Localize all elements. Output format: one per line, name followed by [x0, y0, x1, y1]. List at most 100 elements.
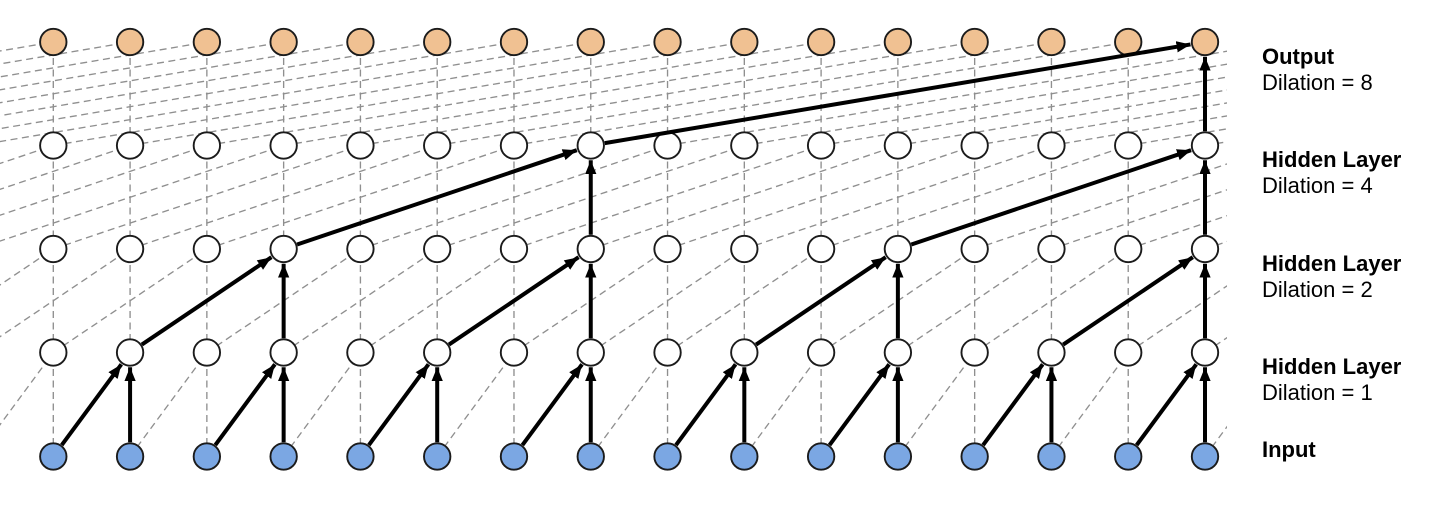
- dashed-edge: [1204, 425, 1227, 457]
- node-hidden-2-15: [1190, 234, 1220, 264]
- dashed-edge: [590, 144, 899, 250]
- dashed-edge: [1051, 115, 1227, 147]
- dashed-edge: [0, 144, 131, 191]
- node-hidden-2-8: [653, 234, 682, 264]
- solid-arrow-hidden-1-12-13: [981, 363, 1045, 447]
- dashed-edge: [53, 41, 668, 147]
- node-hidden-4-5: [423, 131, 452, 160]
- node-output-4: [346, 27, 375, 57]
- dashed-edge: [360, 41, 975, 147]
- dashed-edge: [0, 41, 207, 78]
- node-hidden-1-11: [883, 338, 913, 367]
- node-hidden-4-10: [806, 131, 836, 160]
- dashed-edge: [744, 63, 1227, 147]
- node-output-9: [730, 27, 759, 57]
- dashed-edge: [0, 41, 591, 143]
- dashed-edge: [129, 41, 745, 147]
- dashed-edge: [0, 41, 284, 91]
- dashed-edge: [0, 41, 438, 117]
- node-output-15: [1190, 27, 1220, 57]
- layer-title: Input: [1262, 437, 1316, 462]
- dashed-edge: [206, 41, 822, 147]
- solid-arrow-hidden-4-3-7: [296, 148, 578, 247]
- node-hidden-4-9: [730, 131, 759, 160]
- node-output-12: [960, 27, 989, 57]
- node-hidden-2-9: [730, 234, 759, 264]
- solid-arrow-hidden-1-8-9: [674, 363, 738, 447]
- dashed-edge: [1204, 240, 1227, 250]
- node-hidden-4-1: [115, 131, 145, 160]
- layer-dilation: Dilation = 2: [1262, 277, 1373, 302]
- node-hidden-4-2: [192, 131, 222, 160]
- node-input-8: [653, 442, 682, 471]
- node-input-10: [806, 442, 836, 471]
- layer-label-hidden-4: Hidden Layer Dilation = 4: [1262, 147, 1432, 199]
- dashed-edges: [0, 41, 1227, 457]
- dashed-edge: [436, 352, 515, 457]
- node-hidden-4-15: [1190, 131, 1220, 160]
- node-hidden-4-14: [1114, 131, 1143, 160]
- node-hidden-2-10: [806, 234, 836, 264]
- node-hidden-1-0: [39, 338, 68, 367]
- node-hidden-4-6: [499, 131, 529, 160]
- dashed-edge: [897, 352, 976, 457]
- dashed-edge: [667, 144, 975, 250]
- dashed-edge: [360, 248, 515, 354]
- node-output-11: [883, 27, 913, 57]
- dashed-edge: [0, 248, 54, 286]
- layer-label-input: Input: [1262, 437, 1432, 463]
- dashed-edge: [1204, 336, 1227, 354]
- node-input-5: [423, 442, 452, 471]
- node-hidden-2-12: [960, 234, 989, 264]
- solid-arrow-hidden-2-9-11: [754, 255, 887, 347]
- solid-arrow-hidden-1-14-15: [1135, 363, 1198, 447]
- node-hidden-2-11: [883, 234, 913, 264]
- dashed-edge: [667, 248, 822, 354]
- solid-arrow-hidden-1-2-3: [213, 363, 277, 447]
- node-hidden-1-1: [115, 338, 145, 367]
- node-output-5: [423, 27, 452, 57]
- dashed-edge: [513, 41, 1129, 147]
- node-input-2: [192, 442, 222, 471]
- layer-title: Hidden Layer: [1262, 147, 1402, 172]
- node-input-15: [1190, 442, 1220, 471]
- solid-arrow-hidden-1-6-7: [520, 363, 584, 447]
- node-output-10: [806, 27, 836, 57]
- node-output-1: [115, 27, 145, 57]
- solid-arrow-hidden-1-4-5: [367, 363, 431, 447]
- node-output-8: [653, 27, 682, 57]
- node-hidden-1-15: [1190, 338, 1220, 367]
- dashed-edge: [283, 41, 898, 147]
- node-input-9: [730, 442, 759, 471]
- dashed-edge: [1051, 189, 1227, 250]
- layer-dilation: Dilation = 1: [1262, 380, 1373, 405]
- node-hidden-1-6: [499, 338, 529, 367]
- node-hidden-4-7: [576, 131, 605, 160]
- node-input-4: [346, 442, 375, 471]
- dashed-edge: [437, 41, 1052, 147]
- solid-edges: [60, 41, 1211, 447]
- node-hidden-1-4: [346, 338, 375, 367]
- dashed-edge: [897, 248, 1052, 354]
- dashed-edge: [590, 352, 669, 457]
- dashed-edge: [743, 352, 822, 457]
- layer-dilation: Dilation = 4: [1262, 173, 1373, 198]
- layer-title: Hidden Layer: [1262, 251, 1402, 276]
- node-input-14: [1114, 442, 1143, 471]
- dashed-edge: [283, 248, 438, 354]
- node-output-13: [1037, 27, 1066, 57]
- dashed-edge: [0, 41, 515, 130]
- dashed-edge: [897, 89, 1227, 147]
- dashed-edge: [206, 144, 515, 250]
- node-hidden-1-9: [730, 338, 759, 367]
- dashed-edge: [1128, 214, 1227, 250]
- layer-label-output: Output Dilation = 8: [1262, 44, 1432, 96]
- dashed-edge: [974, 248, 1129, 354]
- dashed-edge: [52, 248, 208, 354]
- node-hidden-1-10: [806, 338, 836, 367]
- dashed-edge: [1050, 352, 1129, 457]
- dashed-edge: [0, 144, 284, 242]
- node-hidden-1-12: [960, 338, 989, 367]
- dashed-edge: [53, 144, 361, 250]
